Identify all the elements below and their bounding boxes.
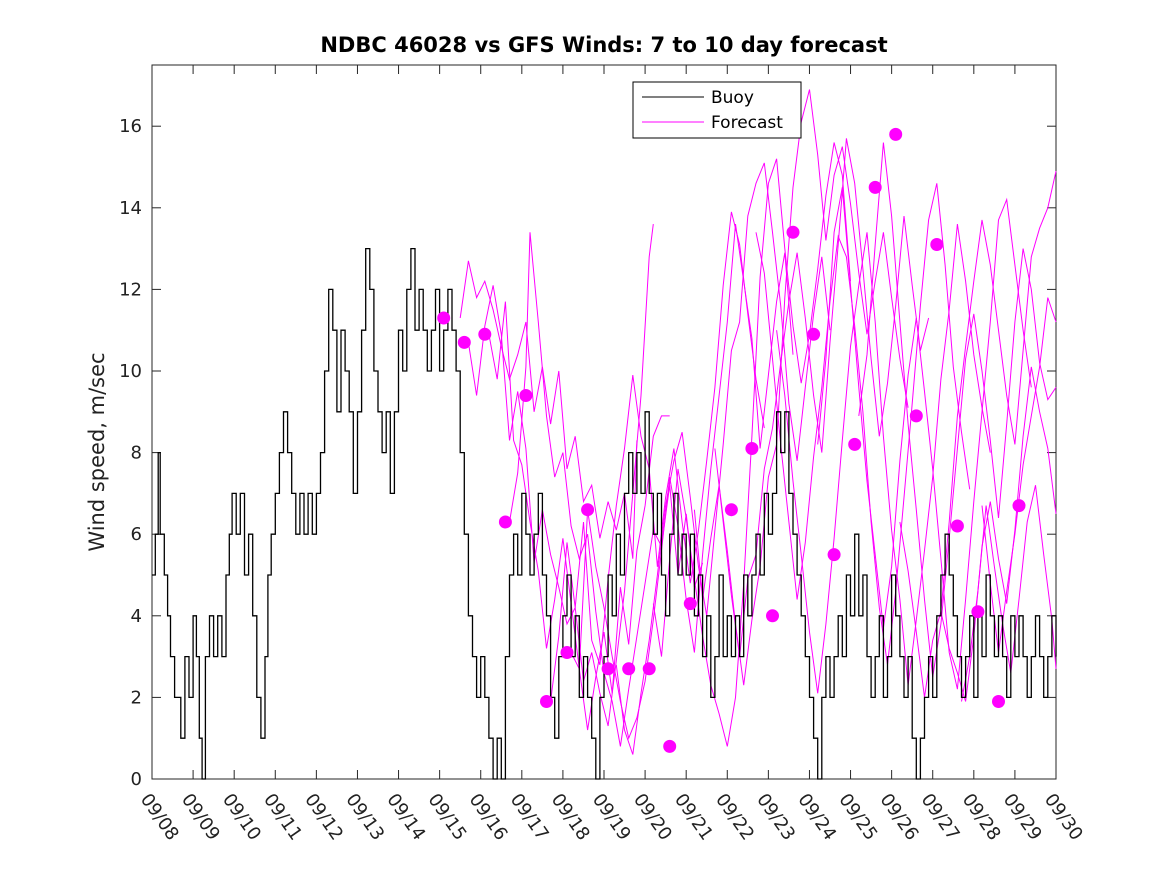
buoy-line (152, 247, 1057, 780)
forecast-markers (437, 127, 1026, 753)
legend-forecast-label: Forecast (711, 113, 783, 133)
forecast-line (817, 187, 1032, 690)
y-tick-label: 6 (131, 524, 142, 545)
forecast-marker (540, 695, 553, 708)
y-tick-label: 10 (119, 361, 142, 382)
buoy-series (152, 247, 1057, 780)
forecast-marker (909, 409, 923, 423)
y-tick-label: 4 (131, 606, 142, 627)
forecast-marker (950, 519, 964, 533)
y-tick-label: 16 (119, 116, 142, 137)
forecast-marker (560, 646, 574, 659)
forecast-marker (622, 662, 636, 676)
forecast-marker (437, 311, 451, 325)
legend: Buoy Forecast (632, 81, 802, 139)
forecast-line (550, 211, 765, 702)
forecast-marker (807, 327, 821, 341)
y-tick-label: 0 (131, 769, 142, 790)
forecast-line (652, 142, 851, 747)
forecast-marker (519, 389, 533, 402)
forecast-marker (642, 662, 656, 676)
forecast-marker (827, 548, 841, 562)
chart-title: NDBC 46028 vs GFS Winds: 7 to 10 day for… (320, 33, 887, 57)
y-tick-label: 8 (131, 443, 142, 464)
forecast-marker (889, 127, 903, 141)
forecast-marker (683, 597, 697, 611)
forecast-line (940, 366, 1057, 702)
forecast-marker (457, 335, 471, 349)
forecast-marker (478, 327, 492, 341)
forecast-marker (745, 442, 759, 455)
legend-box (632, 81, 802, 139)
forecast-line (615, 162, 831, 755)
axis-ticks (151, 65, 1057, 780)
forecast-marker (601, 662, 615, 676)
forecast-line (858, 142, 1057, 678)
forecast-line (776, 224, 991, 694)
forecast-line (899, 170, 1057, 698)
forecast-marker (992, 695, 1005, 708)
forecast-marker (581, 503, 595, 517)
forecast-marker (868, 180, 882, 194)
y-tick-label: 14 (119, 198, 142, 219)
y-axis-label: Wind speed, m/sec (85, 352, 109, 551)
forecast-marker (724, 503, 738, 517)
forecast-marker (971, 605, 985, 619)
forecast-marker (663, 739, 677, 753)
y-tick-label: 2 (131, 687, 142, 708)
y-tick-label: 12 (119, 279, 142, 300)
y-tick-labels: 0 2 4 6 8 10 12 14 16 (119, 116, 142, 790)
forecast-marker (498, 515, 512, 529)
forecast-line (755, 183, 971, 665)
forecast-marker (1012, 499, 1026, 513)
forecast-marker (848, 437, 862, 451)
forecast-line (467, 224, 654, 727)
forecast-marker (930, 238, 944, 251)
forecast-line (714, 138, 930, 657)
forecast-marker (766, 609, 779, 623)
legend-buoy-label: Buoy (711, 88, 754, 108)
forecast-marker (786, 225, 800, 239)
